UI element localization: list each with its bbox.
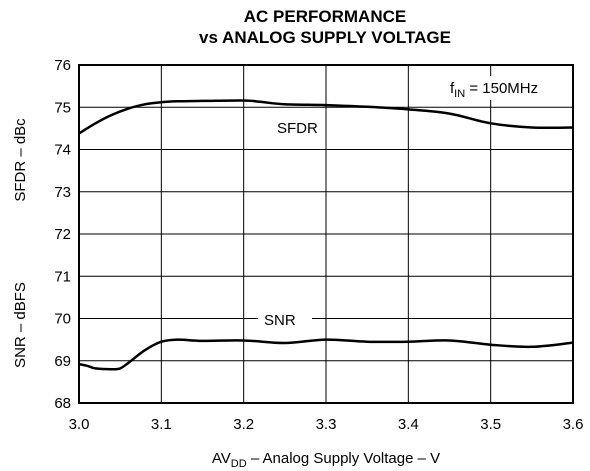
grid <box>78 64 574 404</box>
x-tick-labels: 3.0 3.1 3.2 3.3 3.4 3.5 3.6 <box>69 416 584 433</box>
svg-text:SFDR: SFDR <box>277 120 318 137</box>
x-axis-label: AVDD – Analog Supply Voltage – V <box>212 450 440 470</box>
svg-text:SNR: SNR <box>264 312 296 329</box>
series-line-snr <box>78 338 574 371</box>
y-tick-label: 71 <box>54 268 71 285</box>
y-axis-label-sfdr: SFDR – dBc <box>12 118 29 202</box>
y-tick-label: 72 <box>54 226 71 243</box>
series-line-sfdr <box>78 99 574 135</box>
y-tick-label: 68 <box>54 395 71 412</box>
series-label-snr: SNR <box>258 310 312 330</box>
annotation-fin: fIN = 150MHz <box>448 76 566 100</box>
series-label-sfdr: SFDR <box>274 117 324 139</box>
y-tick-label: 73 <box>54 184 71 201</box>
y-tick-label: 76 <box>54 57 71 74</box>
y-tick-label: 75 <box>54 99 71 116</box>
y-tick-labels: 68 69 70 71 72 73 74 75 76 <box>54 57 71 412</box>
svg-text:fIN = 150MHz: fIN = 150MHz <box>450 80 538 100</box>
y-tick-label: 74 <box>54 142 71 159</box>
chart-title-line1: AC PERFORMANCE <box>244 7 406 26</box>
x-tick-label: 3.6 <box>563 416 584 433</box>
plot-frame <box>78 64 574 404</box>
x-tick-label: 3.0 <box>69 416 90 433</box>
x-tick-label: 3.2 <box>233 416 254 433</box>
series-lines <box>78 99 574 371</box>
x-tick-label: 3.4 <box>398 416 419 433</box>
x-tick-label: 3.1 <box>151 416 172 433</box>
chart-title-line2: vs ANALOG SUPPLY VOLTAGE <box>199 28 451 47</box>
y-tick-label: 70 <box>54 311 71 328</box>
x-tick-label: 3.3 <box>316 416 337 433</box>
y-axis-label-snr: SNR – dBFS <box>12 282 29 368</box>
y-tick-label: 69 <box>54 353 71 370</box>
x-tick-label: 3.5 <box>480 416 501 433</box>
